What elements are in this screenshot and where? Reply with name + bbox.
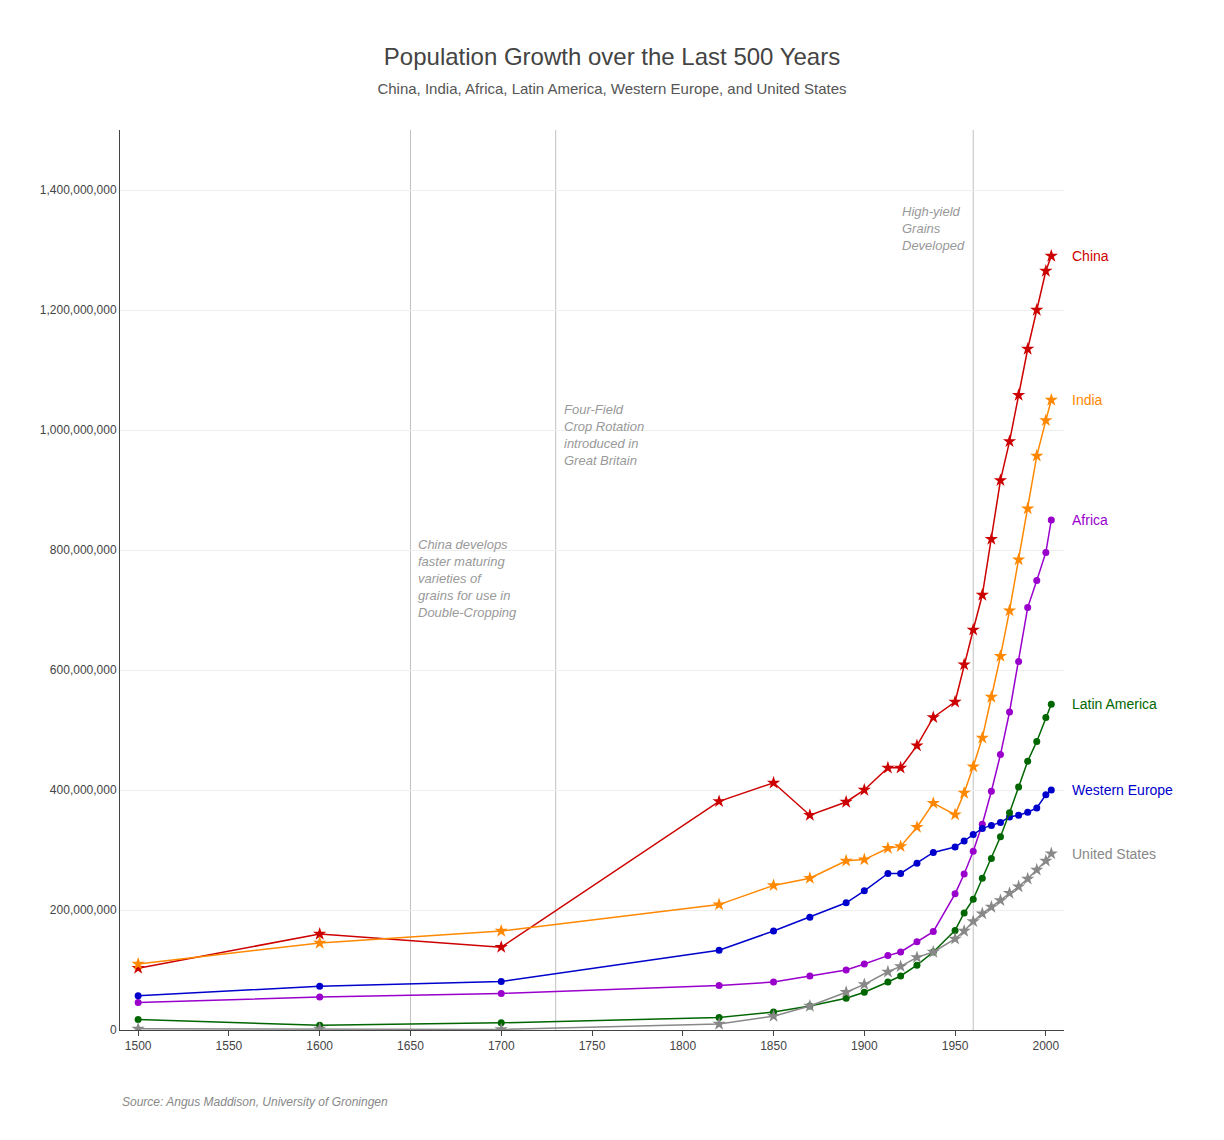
svg-text:0: 0 (110, 1023, 117, 1037)
svg-text:1,000,000,000: 1,000,000,000 (40, 423, 117, 437)
svg-text:1550: 1550 (216, 1039, 243, 1053)
svg-text:2000: 2000 (1032, 1039, 1059, 1053)
svg-text:United States: United States (1072, 846, 1156, 862)
svg-text:200,000,000: 200,000,000 (50, 903, 117, 917)
svg-text:1750: 1750 (579, 1039, 606, 1053)
svg-text:1500: 1500 (125, 1039, 152, 1053)
svg-text:High-yieldGrainsDeveloped: High-yieldGrainsDeveloped (902, 204, 965, 253)
svg-text:China developsfaster maturingv: China developsfaster maturingvarieties o… (418, 537, 517, 620)
svg-text:400,000,000: 400,000,000 (50, 783, 117, 797)
svg-text:Four-FieldCrop Rotationintrodu: Four-FieldCrop Rotationintroduced inGrea… (564, 402, 644, 468)
svg-text:China, India, Africa, Latin Am: China, India, Africa, Latin America, Wes… (377, 80, 846, 97)
svg-text:1700: 1700 (488, 1039, 515, 1053)
svg-text:Population Growth over the Las: Population Growth over the Last 500 Year… (384, 43, 840, 70)
svg-text:1950: 1950 (942, 1039, 969, 1053)
svg-text:Western Europe: Western Europe (1072, 782, 1173, 798)
svg-text:1900: 1900 (851, 1039, 878, 1053)
svg-text:1600: 1600 (306, 1039, 333, 1053)
svg-text:800,000,000: 800,000,000 (50, 543, 117, 557)
svg-text:1,200,000,000: 1,200,000,000 (40, 303, 117, 317)
svg-text:1650: 1650 (397, 1039, 424, 1053)
svg-text:1800: 1800 (669, 1039, 696, 1053)
svg-text:Latin America: Latin America (1072, 696, 1157, 712)
svg-text:1850: 1850 (760, 1039, 787, 1053)
svg-text:600,000,000: 600,000,000 (50, 663, 117, 677)
svg-text:1,400,000,000: 1,400,000,000 (40, 183, 117, 197)
svg-text:India: India (1072, 392, 1103, 408)
svg-text:Africa: Africa (1072, 512, 1108, 528)
svg-text:China: China (1072, 248, 1109, 264)
svg-text:Source: Angus Maddison, Univer: Source: Angus Maddison, University of Gr… (122, 1095, 388, 1109)
